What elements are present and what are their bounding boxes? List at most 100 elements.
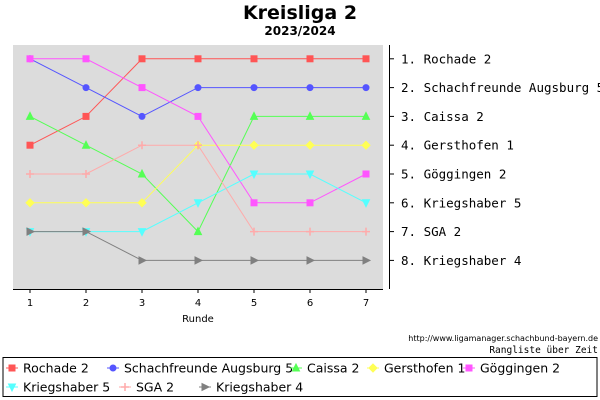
- data-point: [249, 170, 259, 180]
- data-point: [138, 55, 146, 63]
- data-point: [362, 227, 370, 236]
- data-point: [26, 227, 36, 236]
- data-point: [362, 84, 370, 92]
- legend-label: Caissa 2: [307, 361, 359, 376]
- chart-subtitle: 2023/2024: [264, 24, 335, 38]
- data-point: [26, 141, 34, 149]
- data-point: [138, 256, 148, 265]
- data-point: [194, 112, 202, 120]
- chart-title: Kreisliga 2: [243, 2, 357, 24]
- data-point: [137, 228, 147, 237]
- data-point: [138, 112, 146, 120]
- data-point: [249, 111, 259, 120]
- data-point: [250, 55, 258, 63]
- data-point: [306, 199, 314, 207]
- x-tick-label: 5: [251, 298, 257, 309]
- data-point: [305, 170, 315, 180]
- data-point: [250, 84, 258, 92]
- legend-label: Gersthofen 1: [384, 361, 465, 376]
- legend-label: Rochade 2: [23, 361, 89, 376]
- data-point: [25, 111, 35, 120]
- legend-swatch-marker: [465, 364, 473, 372]
- rank-label: 2. Schachfreunde Augsburg 5: [401, 80, 600, 95]
- data-point: [305, 111, 315, 120]
- data-point: [362, 256, 372, 265]
- data-point: [306, 55, 314, 63]
- data-point: [82, 55, 90, 63]
- rank-label: 6. Kriegshaber 5: [401, 195, 521, 210]
- data-point: [250, 227, 258, 236]
- data-point: [194, 256, 204, 265]
- data-point: [137, 198, 147, 208]
- data-point: [82, 112, 90, 120]
- data-point: [81, 140, 91, 149]
- x-tick-label: 2: [83, 298, 89, 309]
- data-point: [306, 227, 314, 236]
- legend-entry: Gersthofen 1: [367, 361, 465, 376]
- rank-label: 5. Göggingen 2: [401, 167, 506, 182]
- legend-swatch-marker: [8, 364, 16, 372]
- data-point: [26, 55, 34, 63]
- x-tick-label: 1: [27, 298, 33, 309]
- data-point: [82, 227, 92, 236]
- rank-label: 4. Gersthofen 1: [401, 138, 514, 153]
- legend-entry: Göggingen 2: [463, 361, 560, 376]
- data-point: [193, 199, 203, 208]
- data-point: [137, 168, 147, 178]
- rank-label: 7. SGA 2: [401, 224, 461, 239]
- data-point: [306, 256, 316, 265]
- data-point: [25, 198, 35, 208]
- source-url: http://www.ligamanager.schachbund-bayern…: [408, 334, 598, 343]
- legend-label: Kriegshaber 4: [216, 380, 303, 395]
- series-line: [26, 55, 370, 120]
- x-ticks: 1 2 3 4 5 6 7: [27, 289, 369, 309]
- legend-swatch-marker: [291, 362, 301, 372]
- legend-label: SGA 2: [136, 380, 174, 395]
- series-line: [25, 111, 371, 236]
- rank-label: 1. Rochade 2: [401, 51, 491, 66]
- legend-box: [2, 357, 598, 397]
- legend-swatch-marker: [121, 383, 129, 391]
- x-tick-label: 7: [363, 298, 369, 309]
- legend-entry: Caissa 2: [290, 361, 359, 376]
- x-tick-label: 4: [195, 298, 201, 309]
- data-point: [81, 198, 91, 208]
- data-point: [194, 141, 202, 150]
- data-point: [193, 226, 203, 236]
- data-point: [249, 140, 259, 150]
- legend-entry: Rochade 2: [6, 361, 89, 376]
- data-point: [138, 141, 146, 150]
- data-point: [306, 84, 314, 92]
- data-point: [361, 199, 371, 208]
- data-point: [138, 84, 146, 92]
- legend-swatch-marker: [7, 383, 17, 393]
- data-point: [82, 84, 90, 92]
- legend-swatch-marker: [109, 364, 117, 372]
- x-tick-label: 3: [139, 298, 145, 309]
- data-point: [362, 55, 370, 63]
- series-line: [26, 141, 370, 236]
- rank-label: 8. Kriegshaber 4: [401, 253, 521, 268]
- data-point: [194, 84, 202, 92]
- series-line: [26, 227, 372, 265]
- legend-entry: Schachfreunde Augsburg 5: [107, 361, 293, 376]
- legend-label: Kriegshaber 5: [23, 380, 110, 395]
- legend-entry: SGA 2: [119, 380, 174, 395]
- data-point: [305, 140, 315, 150]
- data-point: [250, 199, 258, 207]
- data-point: [26, 170, 34, 178]
- legend-label: Göggingen 2: [480, 361, 560, 376]
- data-point: [361, 111, 371, 120]
- data-point: [82, 170, 90, 178]
- series-line: [26, 55, 370, 207]
- rank-ticks: 1. Rochade 2 2. Schachfreunde Augsburg 5 3…: [389, 51, 600, 268]
- legend-entry: Kriegshaber 4: [199, 380, 303, 395]
- legend-label: Schachfreunde Augsburg 5: [124, 361, 293, 376]
- series-lines: [25, 55, 372, 265]
- source-caption: Rangliste über Zeit: [489, 345, 598, 356]
- data-point: [250, 256, 260, 265]
- data-point: [194, 55, 202, 63]
- data-point: [362, 170, 370, 178]
- legend-swatch-marker: [201, 382, 211, 392]
